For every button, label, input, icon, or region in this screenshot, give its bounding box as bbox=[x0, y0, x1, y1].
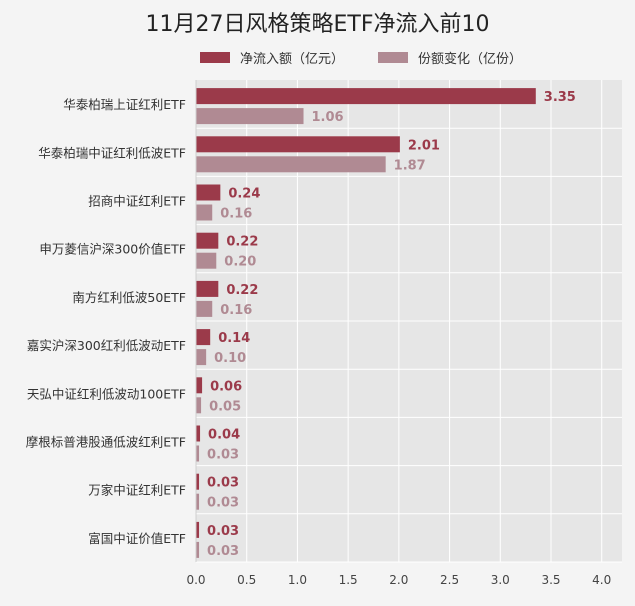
bar-share-change bbox=[196, 204, 213, 221]
legend-swatch-share-change bbox=[378, 52, 409, 63]
data-label-net-inflow: 2.01 bbox=[408, 138, 440, 153]
bar-net-inflow bbox=[196, 377, 203, 394]
data-label-net-inflow: 3.35 bbox=[544, 90, 576, 105]
data-label-share-change: 0.20 bbox=[224, 255, 256, 270]
data-label-net-inflow: 0.03 bbox=[207, 524, 239, 539]
x-tick-label: 3.5 bbox=[541, 573, 560, 587]
data-label-share-change: 0.10 bbox=[214, 351, 246, 366]
y-tick-label: 华泰柏瑞上证红利ETF bbox=[63, 97, 186, 112]
data-label-net-inflow: 0.22 bbox=[226, 235, 258, 250]
y-tick-label: 嘉实沪深300红利低波动ETF bbox=[27, 338, 186, 353]
bar-share-change bbox=[196, 300, 213, 317]
data-label-net-inflow: 0.14 bbox=[218, 331, 250, 346]
legend-label-share-change: 份额变化（亿份） bbox=[418, 52, 523, 67]
bar-share-change bbox=[196, 108, 304, 125]
y-tick-label: 华泰柏瑞中证红利低波ETF bbox=[38, 145, 186, 160]
x-tick-label: 4.0 bbox=[592, 573, 611, 587]
legend-item-share-change: 份额变化（亿份） bbox=[378, 48, 522, 67]
bar-net-inflow bbox=[196, 136, 400, 153]
x-tick-label: 0.5 bbox=[237, 573, 256, 587]
y-tick-label: 富国中证价值ETF bbox=[88, 531, 186, 546]
data-label-share-change: 0.03 bbox=[207, 544, 239, 559]
bar-share-change bbox=[196, 156, 386, 173]
y-tick-label: 南方红利低波50ETF bbox=[72, 290, 186, 305]
data-label-share-change: 1.87 bbox=[394, 158, 426, 173]
data-label-share-change: 0.05 bbox=[209, 399, 241, 414]
x-tick-label: 0.0 bbox=[186, 573, 205, 587]
data-label-share-change: 0.03 bbox=[207, 448, 239, 463]
bar-net-inflow bbox=[196, 425, 201, 442]
bar-net-inflow bbox=[196, 473, 200, 490]
data-label-share-change: 1.06 bbox=[312, 110, 344, 125]
bar-net-inflow bbox=[196, 329, 211, 346]
y-tick-label: 招商中证红利ETF bbox=[88, 194, 186, 209]
bar-net-inflow bbox=[196, 232, 219, 249]
x-tick-label: 3.0 bbox=[491, 573, 510, 587]
bar-share-change bbox=[196, 541, 200, 558]
data-label-share-change: 0.03 bbox=[207, 496, 239, 511]
bar-net-inflow bbox=[196, 521, 200, 538]
bar-share-change bbox=[196, 252, 217, 269]
legend-label-net-inflow: 净流入额（亿元） bbox=[240, 52, 345, 67]
x-tick-label: 2.5 bbox=[440, 573, 459, 587]
bar-share-change bbox=[196, 397, 202, 414]
y-tick-label: 申万菱信沪深300价值ETF bbox=[39, 242, 186, 257]
data-label-net-inflow: 0.24 bbox=[228, 187, 260, 202]
bar-net-inflow bbox=[196, 184, 221, 201]
x-tick-label: 1.0 bbox=[288, 573, 307, 587]
data-label-share-change: 0.16 bbox=[220, 207, 252, 222]
data-label-net-inflow: 0.22 bbox=[226, 283, 258, 298]
data-label-net-inflow: 0.06 bbox=[210, 379, 242, 394]
legend-item-net-inflow: 净流入额（亿元） bbox=[200, 48, 344, 67]
x-tick-label: 1.5 bbox=[339, 573, 358, 587]
y-tick-label: 万家中证红利ETF bbox=[88, 483, 186, 498]
data-label-net-inflow: 0.04 bbox=[208, 428, 240, 443]
legend-swatch-net-inflow bbox=[200, 52, 230, 63]
bar-share-change bbox=[196, 349, 207, 366]
legend: 净流入额（亿元） 份额变化（亿份） bbox=[200, 48, 556, 67]
data-label-share-change: 0.16 bbox=[220, 303, 252, 318]
y-tick-label: 摩根标普港股通低波红利ETF bbox=[26, 435, 186, 450]
y-tick-label: 天弘中证红利低波动100ETF bbox=[27, 386, 186, 401]
bar-share-change bbox=[196, 445, 200, 462]
data-label-net-inflow: 0.03 bbox=[207, 476, 239, 491]
bar-net-inflow bbox=[196, 88, 536, 105]
bar-share-change bbox=[196, 493, 200, 510]
chart-title: 11月27日风格策略ETF净流入前10 bbox=[145, 12, 490, 37]
bar-net-inflow bbox=[196, 280, 219, 297]
x-tick-label: 2.0 bbox=[389, 573, 408, 587]
